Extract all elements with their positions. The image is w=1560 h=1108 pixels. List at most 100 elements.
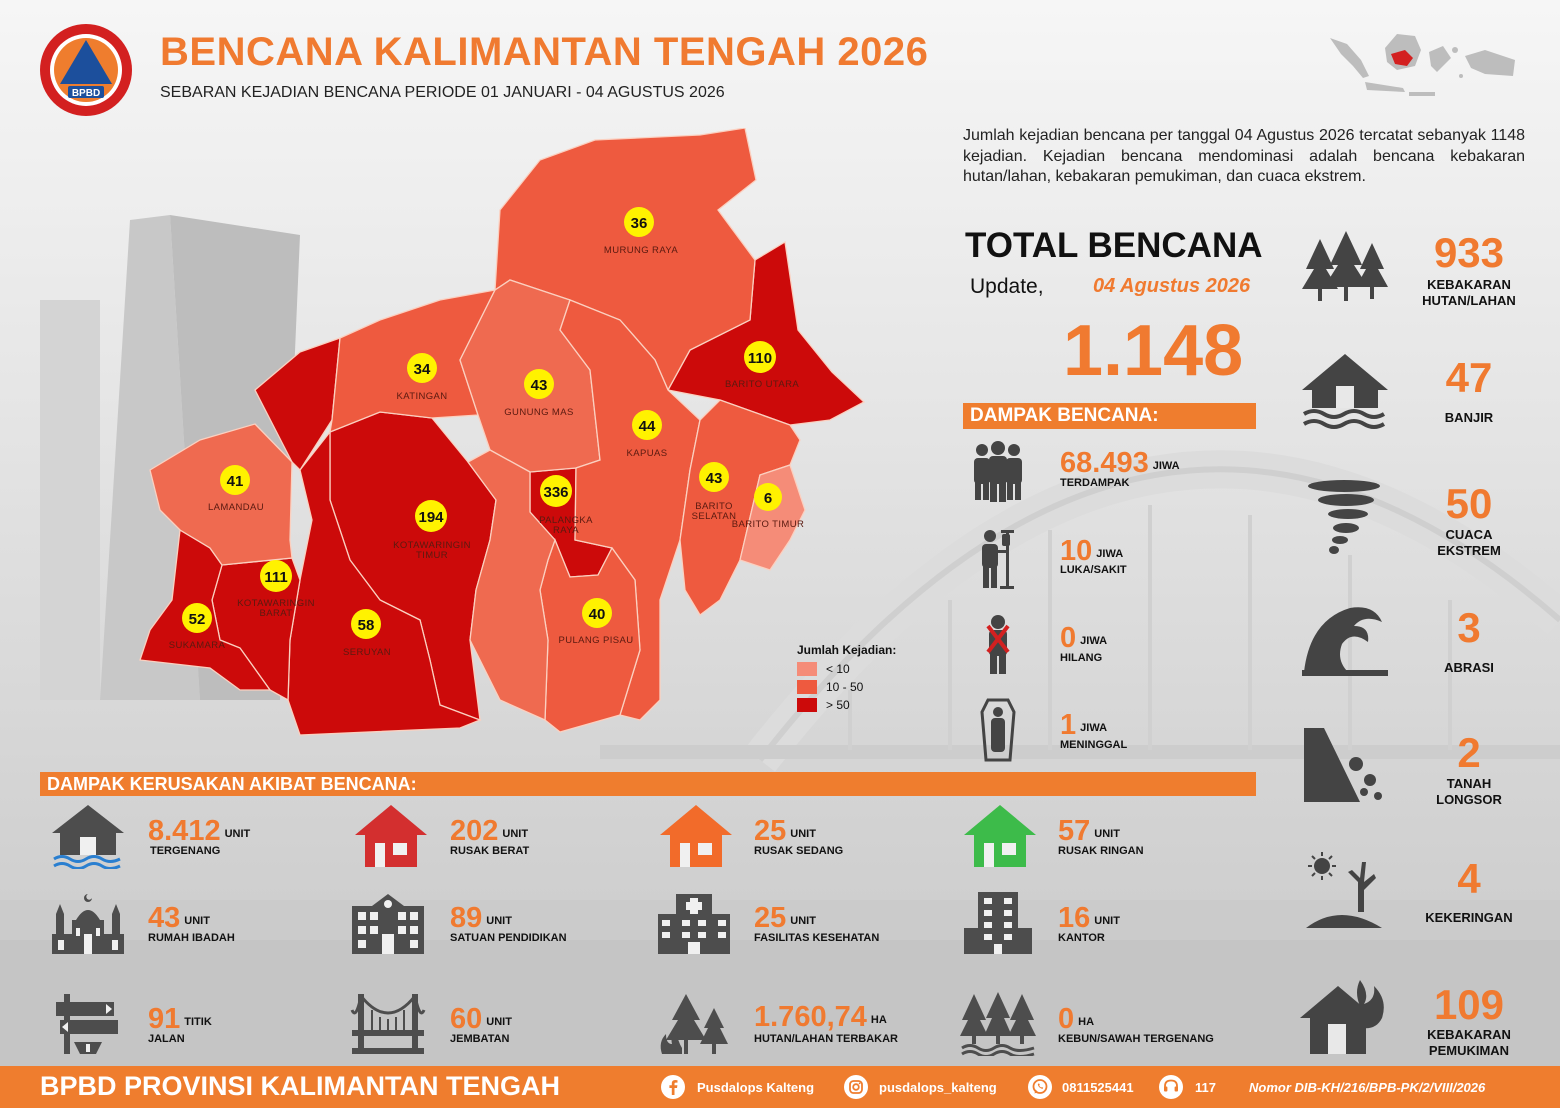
facebook-link[interactable]: Pusdalops Kalteng [697, 1080, 815, 1095]
region-lamandau [149, 423, 293, 566]
page-title: BENCANA KALIMANTAN TENGAH 2026 [160, 30, 929, 74]
disaster-value: 4 [1457, 855, 1481, 902]
damage-value-row: 16 UNIT [1058, 902, 1120, 934]
missing-person-icon [986, 615, 1010, 674]
road-sign-icon [56, 994, 118, 1054]
logo-text: BPBD [72, 88, 100, 99]
svg-text:44: 44 [639, 418, 656, 435]
svg-text:194: 194 [418, 509, 444, 526]
forest-fire-icon [1302, 231, 1388, 301]
damage-label: RUSAK SEDANG [754, 845, 844, 857]
damage-value-row: 60 UNIT [450, 1003, 512, 1035]
mosque-icon [52, 894, 124, 954]
badge-katingan: 34 [407, 353, 437, 383]
impact-label: LUKA/SAKIT [1060, 564, 1127, 576]
damage-label: RUSAK BERAT [450, 845, 530, 857]
svg-text:111: 111 [264, 569, 287, 586]
damage-value-row: 25 UNIT [754, 815, 816, 847]
disaster-label: CUACA EKSTREM [1437, 527, 1501, 558]
kalteng-map: 36 MURUNG RAYA 34 KATINGAN 43 GUNUNG MAS… [139, 128, 866, 736]
footer-bar [0, 1066, 1560, 1108]
disaster-value: 109 [1433, 981, 1505, 1028]
hotline-headset-icon[interactable] [1158, 1074, 1184, 1100]
instagram-link[interactable]: pusdalops_kalteng [879, 1080, 997, 1095]
label-barito-utara: BARITO UTARA [725, 379, 799, 390]
damage-value-row: 1.760,74 HA [754, 1001, 887, 1033]
house-fire-icon [1300, 980, 1384, 1054]
label-kapuas: KAPUAS [627, 448, 668, 459]
flooded-house-icon [52, 805, 124, 869]
whatsapp-icon[interactable] [1027, 1074, 1053, 1100]
damage-label: JALAN [148, 1033, 185, 1045]
damage-label: RUSAK RINGAN [1058, 845, 1144, 857]
drought-icon [1306, 852, 1382, 928]
disaster-label: TANAH LONGSOR [1436, 776, 1502, 807]
house-light-damage-icon [964, 805, 1036, 867]
badge-seruyan: 58 [351, 609, 381, 639]
badge-barito-utara: 110 [744, 341, 776, 373]
damage-label: HUTAN/LAHAN TERBAKAR [754, 1033, 899, 1045]
disaster-value: 3 [1457, 604, 1481, 651]
damage-label: RUMAH IBADAH [148, 932, 235, 944]
damage-value-row: 8.412 UNIT [148, 815, 251, 847]
damage-section-title: DAMPAK KERUSAKAN AKIBAT BENCANA: [40, 772, 1256, 796]
damage-label: KANTOR [1058, 932, 1105, 944]
badge-kotawaringin-timur: 194 [415, 500, 447, 532]
damage-value-row: 43 UNIT [148, 902, 210, 934]
label-barito-selatan: BARITO SELATAN [692, 501, 737, 522]
impact-value-row: 1 JIWA [1060, 709, 1108, 741]
update-date: 04 Agustus 2026 [1093, 275, 1251, 297]
disaster-value: 2 [1457, 729, 1481, 776]
label-barito-timur: BARITO TIMUR [732, 519, 805, 530]
legend-swatch-low [797, 662, 817, 676]
damage-label: KEBUN/SAWAH TERGENANG [1058, 1033, 1214, 1045]
people-group-icon [974, 441, 1022, 502]
disaster-value: 50 [1445, 480, 1493, 527]
region-kapuas [559, 299, 701, 721]
deceased-icon [980, 698, 1016, 762]
burning-trees-icon [660, 994, 728, 1054]
house-medium-damage-icon [660, 805, 732, 867]
damage-label: TERGENANG [150, 845, 221, 857]
disaster-label: BANJIR [1444, 410, 1494, 425]
damage-label: FASILITAS KESEHATAN [754, 932, 880, 944]
legend-label-low: < 10 [826, 662, 850, 676]
bridge-icon [350, 994, 426, 1054]
damage-label: JEMBATAN [450, 1033, 510, 1045]
impact-section-title: DAMPAK BENCANA: [963, 403, 1256, 429]
label-seruyan: SERUYAN [343, 647, 391, 658]
flood-icon [1302, 354, 1388, 429]
instagram-icon[interactable] [843, 1074, 869, 1100]
damage-value-row: 202 UNIT [450, 815, 529, 847]
whatsapp-number[interactable]: 0811525441 [1062, 1080, 1134, 1095]
badge-lamandau: 41 [220, 465, 250, 495]
total-value: 1.148 [1063, 311, 1244, 391]
facebook-icon[interactable] [660, 1074, 686, 1100]
disaster-label: KEBAKARAN PEMUKIMAN [1427, 1027, 1511, 1058]
disaster-label: KEKERINGAN [1425, 910, 1513, 925]
legend-swatch-mid [797, 680, 817, 694]
hotline-number[interactable]: 117 [1195, 1080, 1216, 1095]
label-gunung-mas: GUNUNG MAS [504, 407, 573, 418]
badge-sukamara: 52 [182, 603, 212, 633]
impact-value-row: 0 JIWA [1060, 622, 1108, 654]
damage-label: SATUAN PENDIDIKAN [450, 932, 567, 944]
label-kotawaringin-timur: KOTAWARINGIN TIMUR [393, 540, 471, 561]
document-number: Nomor DIB-KH/216/BPB-PK/2/VIII/2026 [1249, 1080, 1486, 1095]
damage-value-row: 89 UNIT [450, 902, 512, 934]
hospital-icon [658, 894, 730, 954]
landslide-icon [1304, 728, 1382, 802]
badge-kapuas: 44 [632, 410, 662, 440]
badge-kotawaringin-barat: 111 [260, 560, 292, 592]
disaster-value: 933 [1433, 229, 1505, 276]
svg-text:40: 40 [589, 606, 606, 623]
svg-text:336: 336 [543, 484, 568, 501]
label-kotawaringin-barat: KOTAWARINGIN BARAT [237, 598, 315, 619]
indonesia-mini-map [1330, 34, 1515, 96]
region-katingan-south [467, 449, 556, 721]
update-label: Update, [970, 275, 1044, 298]
footer-title: BPBD PROVINSI KALIMANTAN TENGAH [40, 1071, 561, 1101]
label-lamandau: LAMANDAU [208, 502, 264, 513]
office-building-icon [964, 892, 1032, 954]
